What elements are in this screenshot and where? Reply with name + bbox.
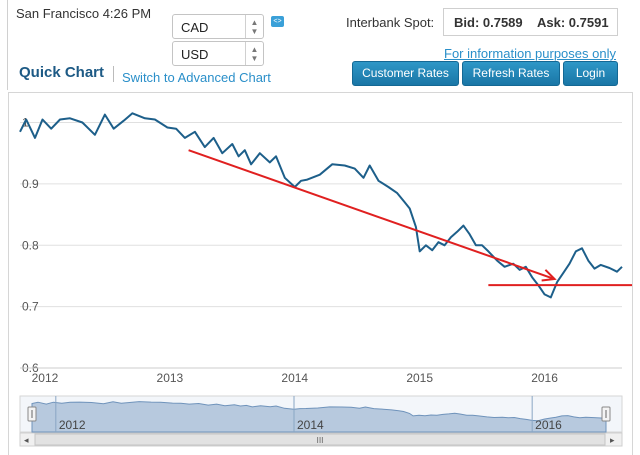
scrollbar-thumb[interactable]	[34, 433, 606, 446]
spot-quote-box: Bid: 0.7589 Ask: 0.7591	[443, 8, 618, 36]
y-tick-label: 0.7	[22, 300, 39, 314]
rate-series-line	[19, 112, 623, 299]
trend-arrow-head	[541, 269, 557, 282]
advanced-chart-link[interactable]: Switch to Advanced Chart	[122, 70, 271, 85]
x-tick-label: 2012	[32, 371, 59, 385]
interbank-spot-label: Interbank Spot:	[346, 15, 435, 30]
scroll-right-arrow-icon: ▸	[610, 436, 615, 446]
from-currency-value: CAD	[181, 20, 209, 35]
x-tick-label: 2013	[157, 371, 184, 385]
ask-value: Ask: 0.7591	[537, 15, 609, 30]
login-button[interactable]: Login	[563, 61, 618, 86]
to-currency-select[interactable]: USD ▲ ▼	[172, 41, 264, 66]
navigator-area	[31, 401, 607, 433]
refresh-rates-button[interactable]: Refresh Rates	[462, 61, 560, 86]
y-tick-label: 0.8	[22, 238, 39, 252]
chevron-down-icon: ▲ ▼	[245, 15, 263, 38]
chevron-down-icon: ▲ ▼	[245, 42, 263, 65]
x-tick-label: 2015	[406, 371, 433, 385]
from-currency-select[interactable]: CAD ▲ ▼	[172, 14, 264, 39]
trend-arrow-line	[188, 149, 555, 280]
page-title: Quick Chart	[19, 64, 105, 81]
x-tick-label: 2016	[531, 371, 558, 385]
chart-frame	[8, 92, 633, 455]
swap-currencies-icon[interactable]: <>	[271, 16, 284, 27]
location-time: San Francisco 4:26 PM	[16, 6, 152, 21]
customer-rates-button[interactable]: Customer Rates	[352, 61, 459, 86]
to-currency-value: USD	[181, 47, 209, 62]
scroll-left-arrow-icon: ◂	[24, 436, 29, 446]
x-tick-label: 2014	[281, 371, 308, 385]
scrollbar-grip: III	[316, 436, 323, 445]
title-divider	[113, 66, 114, 82]
bid-value: Bid: 0.7589	[454, 15, 523, 30]
navigator-tick-label: 2012	[59, 418, 86, 432]
navigator-tick-label: 2014	[297, 418, 324, 432]
left-rule	[7, 0, 8, 90]
y-tick-label: 0.9	[22, 177, 39, 191]
info-purposes-link[interactable]: For information purposes only	[444, 46, 616, 61]
navigator-tick-label: 2016	[535, 418, 562, 432]
